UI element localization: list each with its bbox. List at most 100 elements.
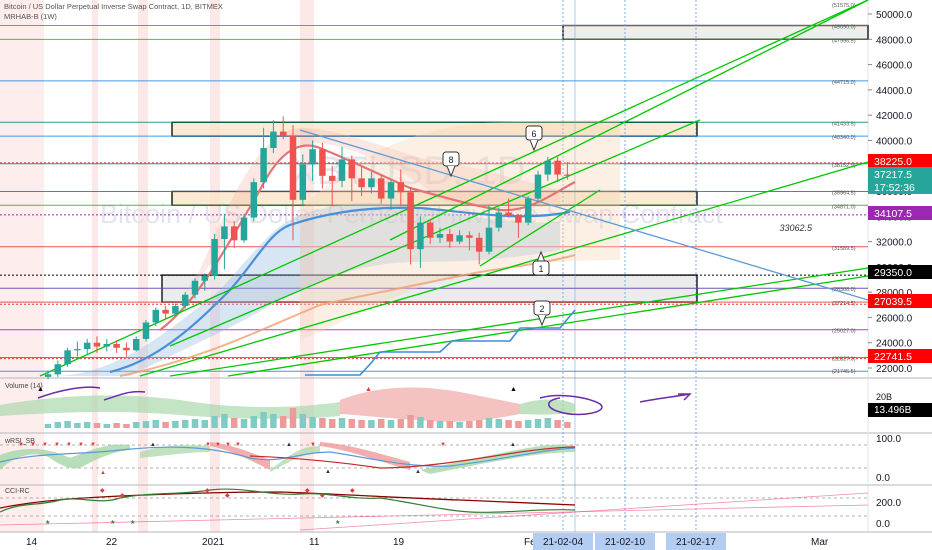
callout-6-label: 6 — [531, 129, 536, 139]
wrsi-marker: ▲ — [286, 442, 292, 448]
wrsi-tick: 0.0 — [876, 473, 890, 484]
time-label: Fe — [524, 537, 536, 548]
volume-cloud-green — [520, 399, 575, 415]
wrsi-wave-green — [0, 444, 130, 470]
price-tick: 46000.0 — [876, 61, 913, 72]
candle-body — [338, 159, 346, 181]
candle-body — [436, 233, 444, 238]
volume-bar — [417, 417, 424, 428]
candle-body — [240, 217, 248, 241]
level-label: (35964.5) — [832, 190, 856, 196]
candle-body — [260, 148, 267, 183]
price-badge: 37217.5 — [874, 169, 912, 181]
price-badge: 17:52:36 — [874, 182, 915, 194]
candle-body — [515, 215, 522, 223]
volume-bar — [181, 420, 189, 428]
wrsi-down-marker: ▼ — [225, 442, 231, 448]
cci-pink-line — [299, 492, 869, 531]
wrsi-down-marker: ▼ — [440, 442, 446, 448]
callout-2[interactable]: 2 — [533, 300, 551, 327]
level-label: (44715.0) — [832, 80, 856, 86]
cci-pink-line — [0, 504, 869, 526]
price-tick: 22000.0 — [876, 364, 913, 375]
candle-body — [221, 226, 228, 240]
candle-body — [162, 309, 169, 314]
price-badge: 38225.0 — [874, 156, 912, 168]
wrsi-marker: ▲ — [510, 442, 516, 448]
level-label: (40340.0) — [832, 135, 856, 141]
volume-scribble — [37, 386, 692, 416]
volume-tick: 20B — [876, 392, 892, 402]
candle-body — [319, 149, 326, 176]
volume-badge: 13.496B — [874, 405, 912, 416]
wrsi-down-marker: ▼ — [235, 442, 241, 448]
time-label: 14 — [26, 537, 38, 548]
bear-marker: ▲ — [365, 386, 372, 393]
indicator-label: MRHAB-B (1W) — [4, 12, 57, 21]
volume-bar — [44, 424, 52, 428]
volume-bar — [475, 420, 483, 428]
volume-bar — [544, 418, 552, 428]
candle-body — [426, 222, 434, 238]
price-tick: 28000.0 — [876, 288, 913, 299]
wrsi-pane: wRSI_SB 100.0 0.0 ▼ ▼ ▼ ▼ ▼ ▼ ▼ ▼ ▼ ▼ ▼ ▼ ▼ ▲ ▲ ▲ ▲ ▲ ▲ — [0, 434, 901, 484]
candle-body — [103, 343, 111, 347]
candle-body — [44, 374, 52, 377]
candle-body — [309, 149, 316, 165]
volume-bar — [74, 423, 81, 428]
candle-body — [152, 309, 160, 323]
time-highlight-bg — [533, 533, 593, 550]
trend-lines[interactable] — [39, 0, 869, 377]
callout-8[interactable]: 8 — [442, 151, 460, 178]
price-badge-bg — [868, 294, 932, 308]
volume-bar — [113, 423, 120, 428]
time-label: 22 — [106, 537, 118, 548]
volume-bar — [426, 420, 434, 428]
wrsi-down-marker: ▼ — [42, 442, 48, 448]
wrsi-tick: 100.0 — [876, 434, 901, 445]
volume-bar — [456, 422, 463, 428]
level-label: (47996.5) — [832, 38, 856, 44]
time-highlight: 21-02-04 — [543, 537, 583, 548]
candle-body — [377, 178, 385, 199]
price-badge: 29350.0 — [874, 267, 912, 279]
level-label: (27214.5) — [832, 301, 856, 307]
volume-bar — [348, 419, 356, 428]
price-tick: 44000.0 — [876, 86, 913, 97]
candle-body — [328, 175, 336, 181]
wrsi-down-marker: ▼ — [18, 442, 24, 448]
time-axis[interactable]: 14 22 2021 11 19 Fe Mar 21-02-04 21-02-1… — [26, 533, 829, 550]
cci-marker: ◆ — [100, 488, 105, 494]
price-badge: 27039.5 — [874, 296, 912, 308]
callout-1[interactable]: 1 — [532, 250, 550, 276]
time-label: 11 — [309, 537, 320, 548]
cci-star: ★ — [130, 519, 135, 526]
candle-body — [201, 275, 209, 281]
level-label: (31589.5) — [832, 246, 856, 252]
price-tick: 50000.0 — [876, 10, 913, 21]
price-badge: 34107.5 — [874, 208, 912, 220]
wrsi-label: wRSI_SB — [4, 438, 35, 445]
wrsi-down-marker: ▼ — [78, 442, 84, 448]
candle-body — [74, 349, 81, 351]
candle-body — [524, 198, 532, 223]
candle-body — [270, 131, 277, 149]
candle-body — [142, 322, 150, 339]
volume-bar — [446, 421, 454, 428]
candle-body — [466, 235, 473, 238]
candle-body — [446, 233, 454, 242]
wrsi-down-marker: ▼ — [215, 442, 221, 448]
time-highlight-bg — [666, 533, 726, 550]
volume-bar — [397, 419, 405, 428]
wrsi-down-marker: ▼ — [30, 442, 36, 448]
volume-bar — [466, 421, 473, 428]
wrsi-down-marker: ▼ — [310, 442, 316, 448]
volume-bar — [436, 421, 444, 428]
candle-body — [417, 222, 424, 250]
price-badge: 22741.5 — [874, 351, 912, 363]
callout-6[interactable]: 6 — [525, 125, 543, 152]
chart-title: Bitcoin / US Dollar Perpetual Inverse Sw… — [4, 2, 223, 11]
price-zone[interactable] — [562, 24, 869, 40]
price-badge-bg — [868, 349, 932, 363]
